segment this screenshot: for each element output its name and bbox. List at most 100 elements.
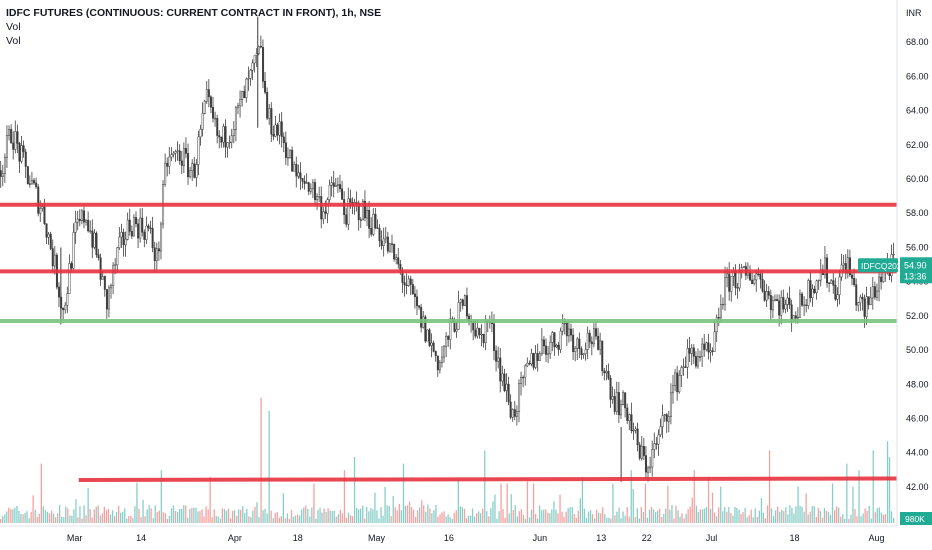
volume-bar [419, 507, 421, 523]
candle-body [309, 188, 312, 192]
y-tick-label: 68.00 [906, 37, 929, 47]
volume-bar [732, 515, 734, 523]
candle-body [690, 347, 693, 354]
volume-bar [543, 509, 545, 523]
volume-indicator-label[interactable]: Vol [6, 35, 21, 47]
volume-bar [366, 507, 368, 523]
candle-body [12, 142, 15, 150]
candle-body [873, 286, 876, 298]
volume-indicator-label[interactable]: Vol [6, 21, 21, 33]
volume-bar [718, 507, 720, 523]
volume-bar [504, 517, 506, 523]
volume-bar [69, 515, 71, 523]
volume-bar [679, 516, 681, 523]
candle-body [644, 455, 647, 473]
volume-bar [132, 517, 134, 523]
volume-bar [524, 518, 527, 523]
candle-body [790, 304, 793, 321]
volume-bar [736, 507, 738, 523]
volume-bar [242, 506, 244, 523]
volume-bar [299, 515, 301, 523]
candle-body [753, 279, 756, 284]
volume-bar [526, 481, 529, 523]
volume-bar [512, 510, 514, 523]
volume-bar [250, 517, 252, 523]
candle-body [274, 124, 277, 137]
volume-bar [46, 511, 49, 523]
candle-body [682, 366, 685, 369]
volume-bar [427, 504, 429, 523]
candle-body [145, 225, 148, 240]
volume-bar [549, 513, 551, 523]
candle-body [393, 243, 396, 260]
volume-bar [805, 493, 807, 523]
candle-body [778, 300, 781, 316]
volume-bar [75, 499, 77, 523]
candle-body [272, 134, 275, 137]
volume-bar [868, 506, 870, 523]
volume-bar [14, 507, 16, 523]
candle-body [359, 219, 362, 221]
candle-body [284, 142, 287, 158]
candle-body [334, 185, 337, 187]
volume-bar [2, 516, 4, 523]
volume-bar [374, 492, 376, 523]
candle-body [782, 297, 785, 310]
volume-bar [223, 509, 226, 523]
volume-bar [36, 516, 38, 523]
candle-body [295, 164, 298, 177]
candle-body [218, 135, 221, 138]
volume-bar [644, 483, 647, 523]
volume-bar [591, 514, 594, 523]
volume-bar [172, 505, 175, 523]
volume-bar [734, 506, 736, 523]
volume-bar [333, 511, 335, 523]
candle-body [424, 316, 427, 342]
y-tick-label: 42.00 [906, 482, 929, 492]
volume-bar [518, 511, 520, 523]
volume-bar [823, 507, 826, 523]
candle-body [461, 299, 464, 306]
volume-bar [492, 501, 494, 523]
candle-body [224, 126, 227, 148]
candle-body [634, 428, 637, 431]
volume-bar [252, 510, 254, 523]
candle-body [728, 273, 731, 292]
volume-bar [744, 507, 746, 523]
candle-body [366, 209, 369, 219]
candle-body [538, 353, 541, 361]
volume-bar [724, 507, 726, 523]
volume-bar [380, 507, 382, 523]
volume-bar [73, 509, 75, 523]
volume-bar [831, 483, 834, 523]
candle-body [653, 443, 656, 450]
candle-body [384, 236, 387, 240]
volume-bar [382, 515, 384, 523]
volume-bar [79, 506, 81, 523]
volume-bar [463, 508, 466, 523]
candle-body [443, 346, 446, 358]
volume-bar [559, 494, 561, 523]
candle-body [707, 342, 710, 353]
candle-body [815, 280, 818, 294]
candle-body [397, 257, 400, 265]
volume-bar [604, 514, 606, 523]
candle-body [441, 356, 444, 363]
candle-body [332, 182, 335, 187]
candle-body [307, 182, 310, 192]
volume-bar [67, 508, 69, 523]
volume-bar [750, 509, 752, 523]
candle-body [349, 198, 352, 203]
candle-body [730, 275, 733, 292]
volume-bar [154, 505, 156, 523]
volume-bar [551, 509, 553, 523]
candle-body [734, 270, 737, 288]
volume-bar [236, 515, 238, 523]
volume-bar [164, 513, 167, 523]
candle-body [661, 415, 664, 427]
candle-body [314, 182, 317, 201]
volume-bar [358, 509, 360, 523]
candle-body [455, 329, 458, 332]
candle-body [197, 136, 200, 165]
